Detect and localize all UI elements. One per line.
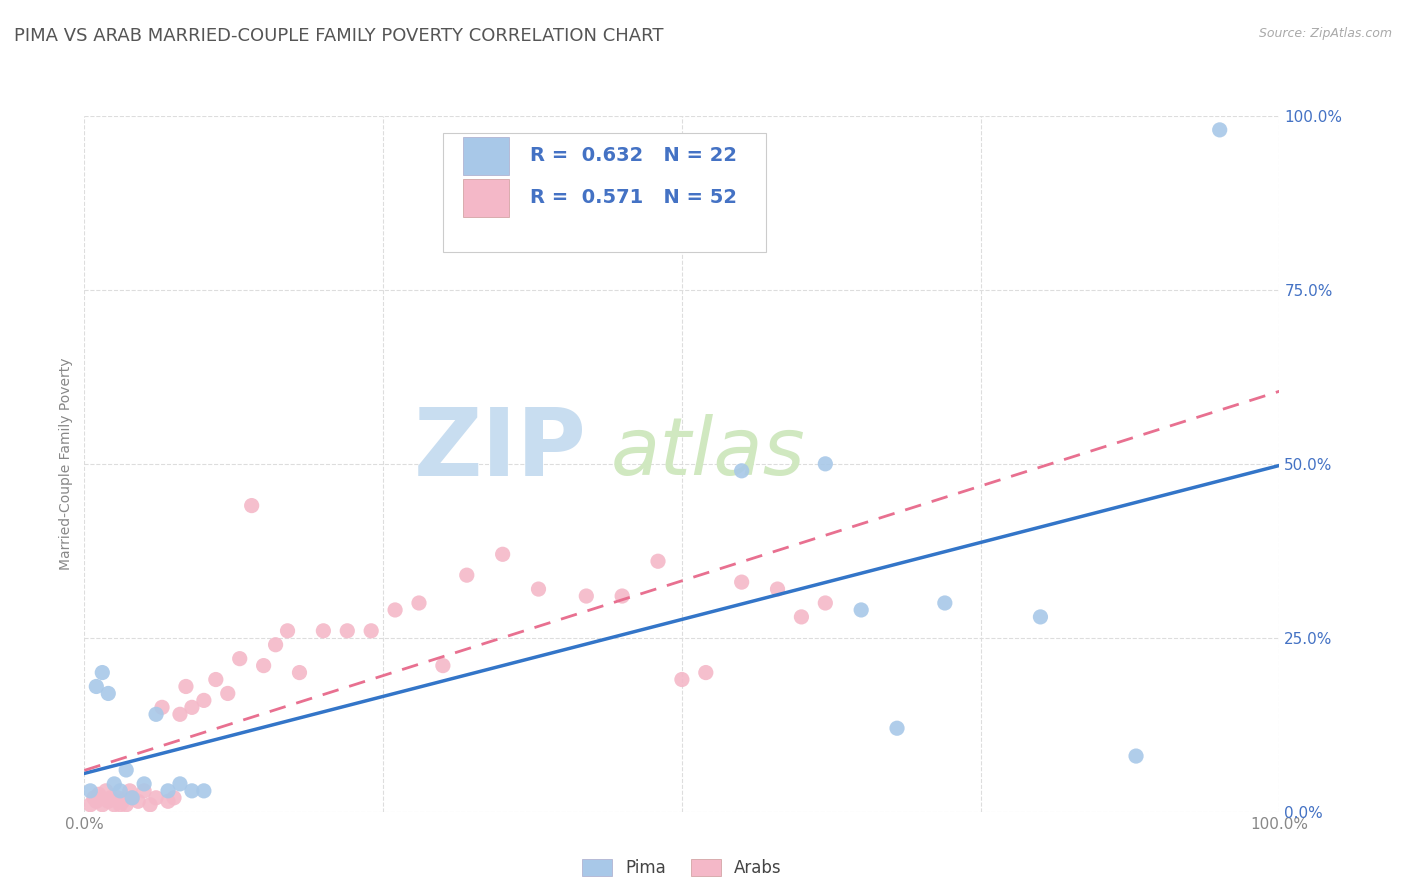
Point bbox=[163, 790, 186, 805]
Point bbox=[107, 790, 129, 805]
Point bbox=[139, 797, 162, 812]
Point bbox=[671, 673, 693, 687]
Point bbox=[91, 797, 114, 812]
Point bbox=[110, 784, 132, 798]
Point bbox=[731, 464, 754, 478]
Point bbox=[157, 794, 180, 808]
Text: ZIP: ZIP bbox=[413, 404, 586, 496]
Point bbox=[118, 784, 141, 798]
Point bbox=[169, 707, 191, 722]
Point bbox=[849, 603, 872, 617]
Point bbox=[180, 700, 202, 714]
Point bbox=[193, 784, 215, 798]
FancyBboxPatch shape bbox=[443, 134, 765, 252]
Point bbox=[110, 797, 132, 812]
Point bbox=[111, 794, 134, 808]
Point bbox=[180, 784, 202, 798]
Point bbox=[731, 575, 754, 590]
Point bbox=[174, 680, 197, 694]
Point bbox=[312, 624, 335, 638]
Point bbox=[766, 582, 789, 596]
Point bbox=[83, 790, 105, 805]
Point bbox=[100, 790, 122, 805]
Point bbox=[384, 603, 406, 617]
Point bbox=[228, 651, 252, 665]
Point bbox=[84, 794, 107, 808]
Point bbox=[145, 790, 167, 805]
Point bbox=[360, 624, 382, 638]
Point bbox=[264, 638, 287, 652]
Point bbox=[94, 784, 117, 798]
Point bbox=[288, 665, 311, 680]
Point bbox=[527, 582, 550, 596]
Point bbox=[79, 784, 101, 798]
Point bbox=[103, 777, 125, 791]
Text: R =  0.632   N = 22: R = 0.632 N = 22 bbox=[530, 146, 737, 166]
FancyBboxPatch shape bbox=[463, 136, 509, 175]
Point bbox=[408, 596, 430, 610]
Point bbox=[205, 673, 228, 687]
Point bbox=[91, 665, 114, 680]
Point bbox=[127, 794, 149, 808]
Point bbox=[115, 797, 138, 812]
Y-axis label: Married-Couple Family Poverty: Married-Couple Family Poverty bbox=[59, 358, 73, 570]
Point bbox=[432, 658, 454, 673]
Text: R =  0.571   N = 52: R = 0.571 N = 52 bbox=[530, 188, 737, 207]
FancyBboxPatch shape bbox=[463, 178, 509, 217]
Point bbox=[814, 457, 837, 471]
Point bbox=[575, 589, 598, 603]
Point bbox=[1208, 123, 1230, 137]
Point bbox=[121, 790, 143, 805]
Point bbox=[610, 589, 633, 603]
Point bbox=[276, 624, 298, 638]
Point bbox=[79, 797, 101, 812]
Point bbox=[97, 794, 120, 808]
Point bbox=[115, 763, 138, 777]
Point bbox=[1125, 749, 1147, 764]
Text: PIMA VS ARAB MARRIED-COUPLE FAMILY POVERTY CORRELATION CHART: PIMA VS ARAB MARRIED-COUPLE FAMILY POVER… bbox=[14, 27, 664, 45]
Point bbox=[492, 547, 515, 561]
Point bbox=[814, 596, 837, 610]
Point bbox=[169, 777, 191, 791]
Point bbox=[695, 665, 717, 680]
Point bbox=[132, 777, 156, 791]
Point bbox=[97, 686, 120, 700]
Text: atlas: atlas bbox=[610, 415, 806, 492]
Point bbox=[84, 680, 107, 694]
Text: Source: ZipAtlas.com: Source: ZipAtlas.com bbox=[1258, 27, 1392, 40]
Legend: Pima, Arabs: Pima, Arabs bbox=[575, 852, 789, 883]
Point bbox=[886, 721, 908, 735]
Point bbox=[103, 797, 125, 812]
Point bbox=[145, 707, 167, 722]
Point bbox=[934, 596, 956, 610]
Point bbox=[336, 624, 359, 638]
Point bbox=[132, 784, 156, 798]
Point bbox=[240, 499, 263, 513]
Point bbox=[456, 568, 478, 582]
Point bbox=[1029, 610, 1052, 624]
Point bbox=[193, 693, 215, 707]
Point bbox=[121, 790, 143, 805]
Point bbox=[253, 658, 276, 673]
Point bbox=[790, 610, 813, 624]
Point bbox=[217, 686, 239, 700]
Point bbox=[87, 788, 110, 801]
Point bbox=[157, 784, 180, 798]
Point bbox=[647, 554, 669, 568]
Point bbox=[150, 700, 173, 714]
